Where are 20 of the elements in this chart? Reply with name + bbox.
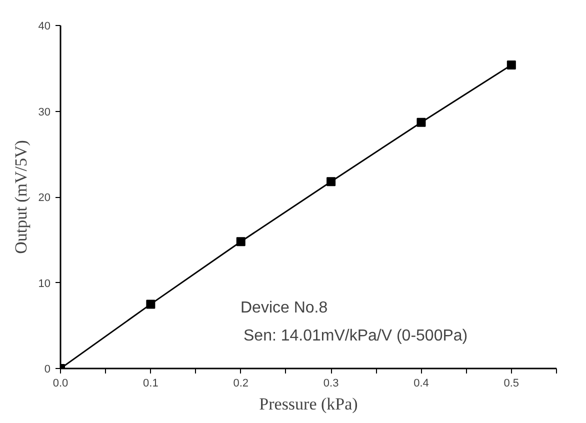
x-tick-label: 0.4 bbox=[414, 378, 429, 390]
annotation: Sen: 14.01mV/kPa/V (0-500Pa) bbox=[244, 328, 468, 344]
annotation: Device No.8 bbox=[240, 300, 328, 316]
y-tick-label: 20 bbox=[38, 192, 51, 204]
x-tick-label: 0.0 bbox=[52, 378, 68, 390]
y-axis-title: Output (mV/5V) bbox=[11, 140, 30, 254]
point bbox=[236, 237, 246, 246]
point bbox=[146, 300, 156, 309]
y-tick-label: 30 bbox=[38, 106, 51, 118]
y-tick-label: 40 bbox=[38, 20, 51, 32]
point bbox=[326, 177, 336, 186]
x-axis-title: Pressure (kPa) bbox=[259, 394, 358, 414]
x-tick-label: 0.3 bbox=[323, 378, 339, 390]
y-tick-label: 10 bbox=[38, 278, 51, 290]
x-tick-label: 0.2 bbox=[233, 378, 249, 390]
x-tick-label: 0.5 bbox=[504, 378, 520, 390]
y-tick-label: 0 bbox=[44, 364, 51, 376]
x-tick-label: 0.1 bbox=[143, 378, 158, 390]
point bbox=[416, 118, 426, 127]
point bbox=[506, 60, 516, 70]
